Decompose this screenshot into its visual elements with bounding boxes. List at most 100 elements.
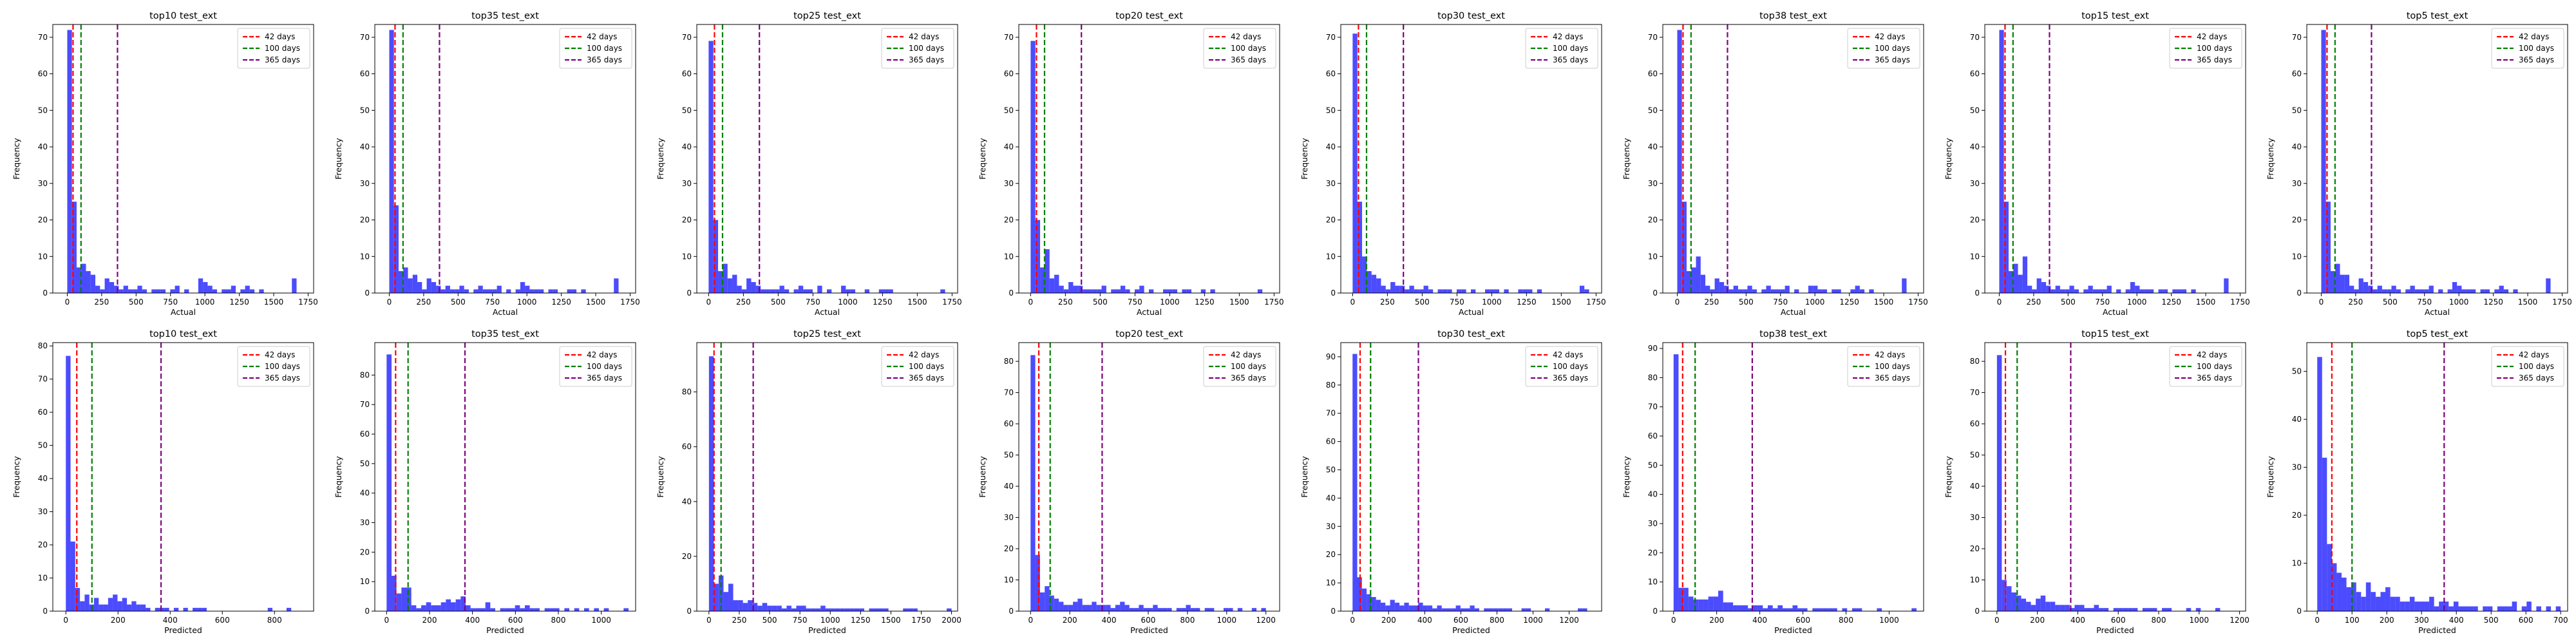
histogram-bar <box>2018 274 2023 293</box>
histogram-bar <box>761 289 766 293</box>
histogram-bar <box>1802 608 1808 611</box>
legend: 42 days 100 days 365 days <box>2491 28 2564 69</box>
histogram-bar <box>765 289 770 293</box>
x-axis-label: Actual <box>1137 307 1162 317</box>
legend-box <box>559 346 632 387</box>
x-axis-label: Predicted <box>808 625 846 635</box>
x-tick-label: 1200 <box>2230 616 2249 625</box>
histogram-bar <box>1125 289 1130 293</box>
histogram-bar <box>2494 289 2499 293</box>
histogram-bar <box>1413 605 1419 611</box>
histogram-bar <box>1493 608 1499 611</box>
histogram-bar <box>1257 289 1263 293</box>
legend-label: 100 days <box>1553 44 1588 53</box>
histogram-bar <box>2391 285 2396 293</box>
y-tick-label: 0 <box>2297 607 2302 616</box>
histogram-bar <box>1251 608 1257 611</box>
histogram-bar <box>1521 608 1526 611</box>
y-tick-label: 70 <box>1004 33 1014 42</box>
histogram-bar <box>708 41 714 293</box>
histogram-bar <box>1423 605 1428 611</box>
histogram-panel: 0 250 500 750 1000 1250 1500 1750 0 10 20 30 40 50 60 7… <box>1300 11 1606 317</box>
y-tick-label: 50 <box>1648 460 1658 469</box>
histogram-bar <box>2385 587 2391 611</box>
legend-label: 365 days <box>1553 374 1588 383</box>
histogram-bar <box>2092 289 2098 293</box>
y-tick-label: 30 <box>360 179 370 188</box>
histogram-bar <box>2330 270 2336 293</box>
histogram-bar <box>1836 289 1841 293</box>
axes-frame <box>696 24 958 294</box>
histogram-panel: 0 200 400 600 800 1000 0 10 20 30 40 50 60 70 80 top35 … <box>334 329 636 635</box>
histogram-bar <box>2088 285 2093 293</box>
x-tick-label: 600 <box>1141 616 1156 625</box>
histogram-bar <box>738 600 743 611</box>
x-tick-label: 400 <box>2449 616 2464 625</box>
histogram-bar <box>748 600 753 611</box>
x-tick-label: 1250 <box>851 616 871 625</box>
histogram-bar <box>1447 289 1452 293</box>
histogram-bar <box>1817 289 1823 293</box>
histogram-bar <box>553 289 558 293</box>
histogram-bar <box>1437 605 1442 611</box>
histogram-bar <box>2434 606 2439 611</box>
panel-title: top35 test_ext <box>471 329 539 339</box>
legend: 42 days 100 days 365 days <box>1203 28 1276 69</box>
x-tick-label: 750 <box>793 616 808 625</box>
histogram-bar <box>1418 602 1423 611</box>
histogram-bar <box>2470 289 2476 293</box>
histogram-bar <box>446 599 451 611</box>
x-tick-label: 0 <box>1350 298 1356 307</box>
histogram-bar <box>520 608 525 611</box>
x-tick-label: 500 <box>771 298 786 307</box>
histogram-bar <box>723 263 728 293</box>
histogram-bar <box>1579 285 1585 293</box>
panel-title: top20 test_ext <box>1115 11 1183 21</box>
plot-area <box>708 24 945 293</box>
histogram-bar <box>840 608 845 611</box>
histogram-bar <box>459 285 464 293</box>
histogram-bar <box>2130 281 2136 293</box>
histogram-bar <box>623 608 629 611</box>
histogram-bar <box>490 608 495 611</box>
y-tick-label: 10 <box>1326 578 1336 587</box>
histogram-bar <box>2390 596 2396 611</box>
histogram-bar <box>1724 285 1729 293</box>
x-tick-label: 1000 <box>1879 616 1899 625</box>
histogram-bar <box>2158 289 2163 293</box>
histogram-bar <box>1832 289 1837 293</box>
y-tick-label: 90 <box>1326 352 1336 361</box>
x-tick-label: 1000 <box>2190 616 2210 625</box>
y-tick-label: 60 <box>38 70 48 79</box>
histogram-panel: 0 250 500 750 1000 1250 1500 1750 0 10 20 30 40 50 60 7… <box>12 11 318 317</box>
plot-area <box>1677 24 1907 293</box>
histogram-bar <box>440 602 446 611</box>
histogram-bar <box>1461 289 1466 293</box>
legend: 42 days 100 days 365 days <box>559 346 632 387</box>
histogram-bar <box>2429 596 2434 611</box>
y-tick-label: 20 <box>1648 548 1658 557</box>
panel-title: top25 test_ext <box>793 329 861 339</box>
histogram-bar <box>1752 605 1758 611</box>
histogram-bar <box>2356 592 2362 611</box>
x-tick-label: 500 <box>2484 616 2499 625</box>
histogram-bar <box>1399 285 1405 293</box>
y-tick-label: 60 <box>360 70 370 79</box>
x-axis-label: Actual <box>815 307 840 317</box>
histogram-bar <box>1157 608 1162 611</box>
legend-label: 365 days <box>1231 374 1266 383</box>
axes-frame <box>1018 24 1280 294</box>
histogram-bar <box>1210 289 1215 293</box>
histogram-bar <box>1705 285 1710 293</box>
histogram-bar <box>2354 289 2359 293</box>
y-tick-label: 60 <box>1004 70 1014 79</box>
histogram-bar <box>1470 289 1476 293</box>
histogram-bar <box>2065 605 2070 611</box>
histogram-bar <box>203 281 208 293</box>
histogram-bar <box>1578 608 1583 611</box>
histogram-bar <box>733 600 739 611</box>
legend-box <box>881 346 954 387</box>
histogram-bar <box>874 608 879 611</box>
y-axis-label: Frequency <box>1300 456 1309 498</box>
histogram-bar <box>2036 278 2041 293</box>
